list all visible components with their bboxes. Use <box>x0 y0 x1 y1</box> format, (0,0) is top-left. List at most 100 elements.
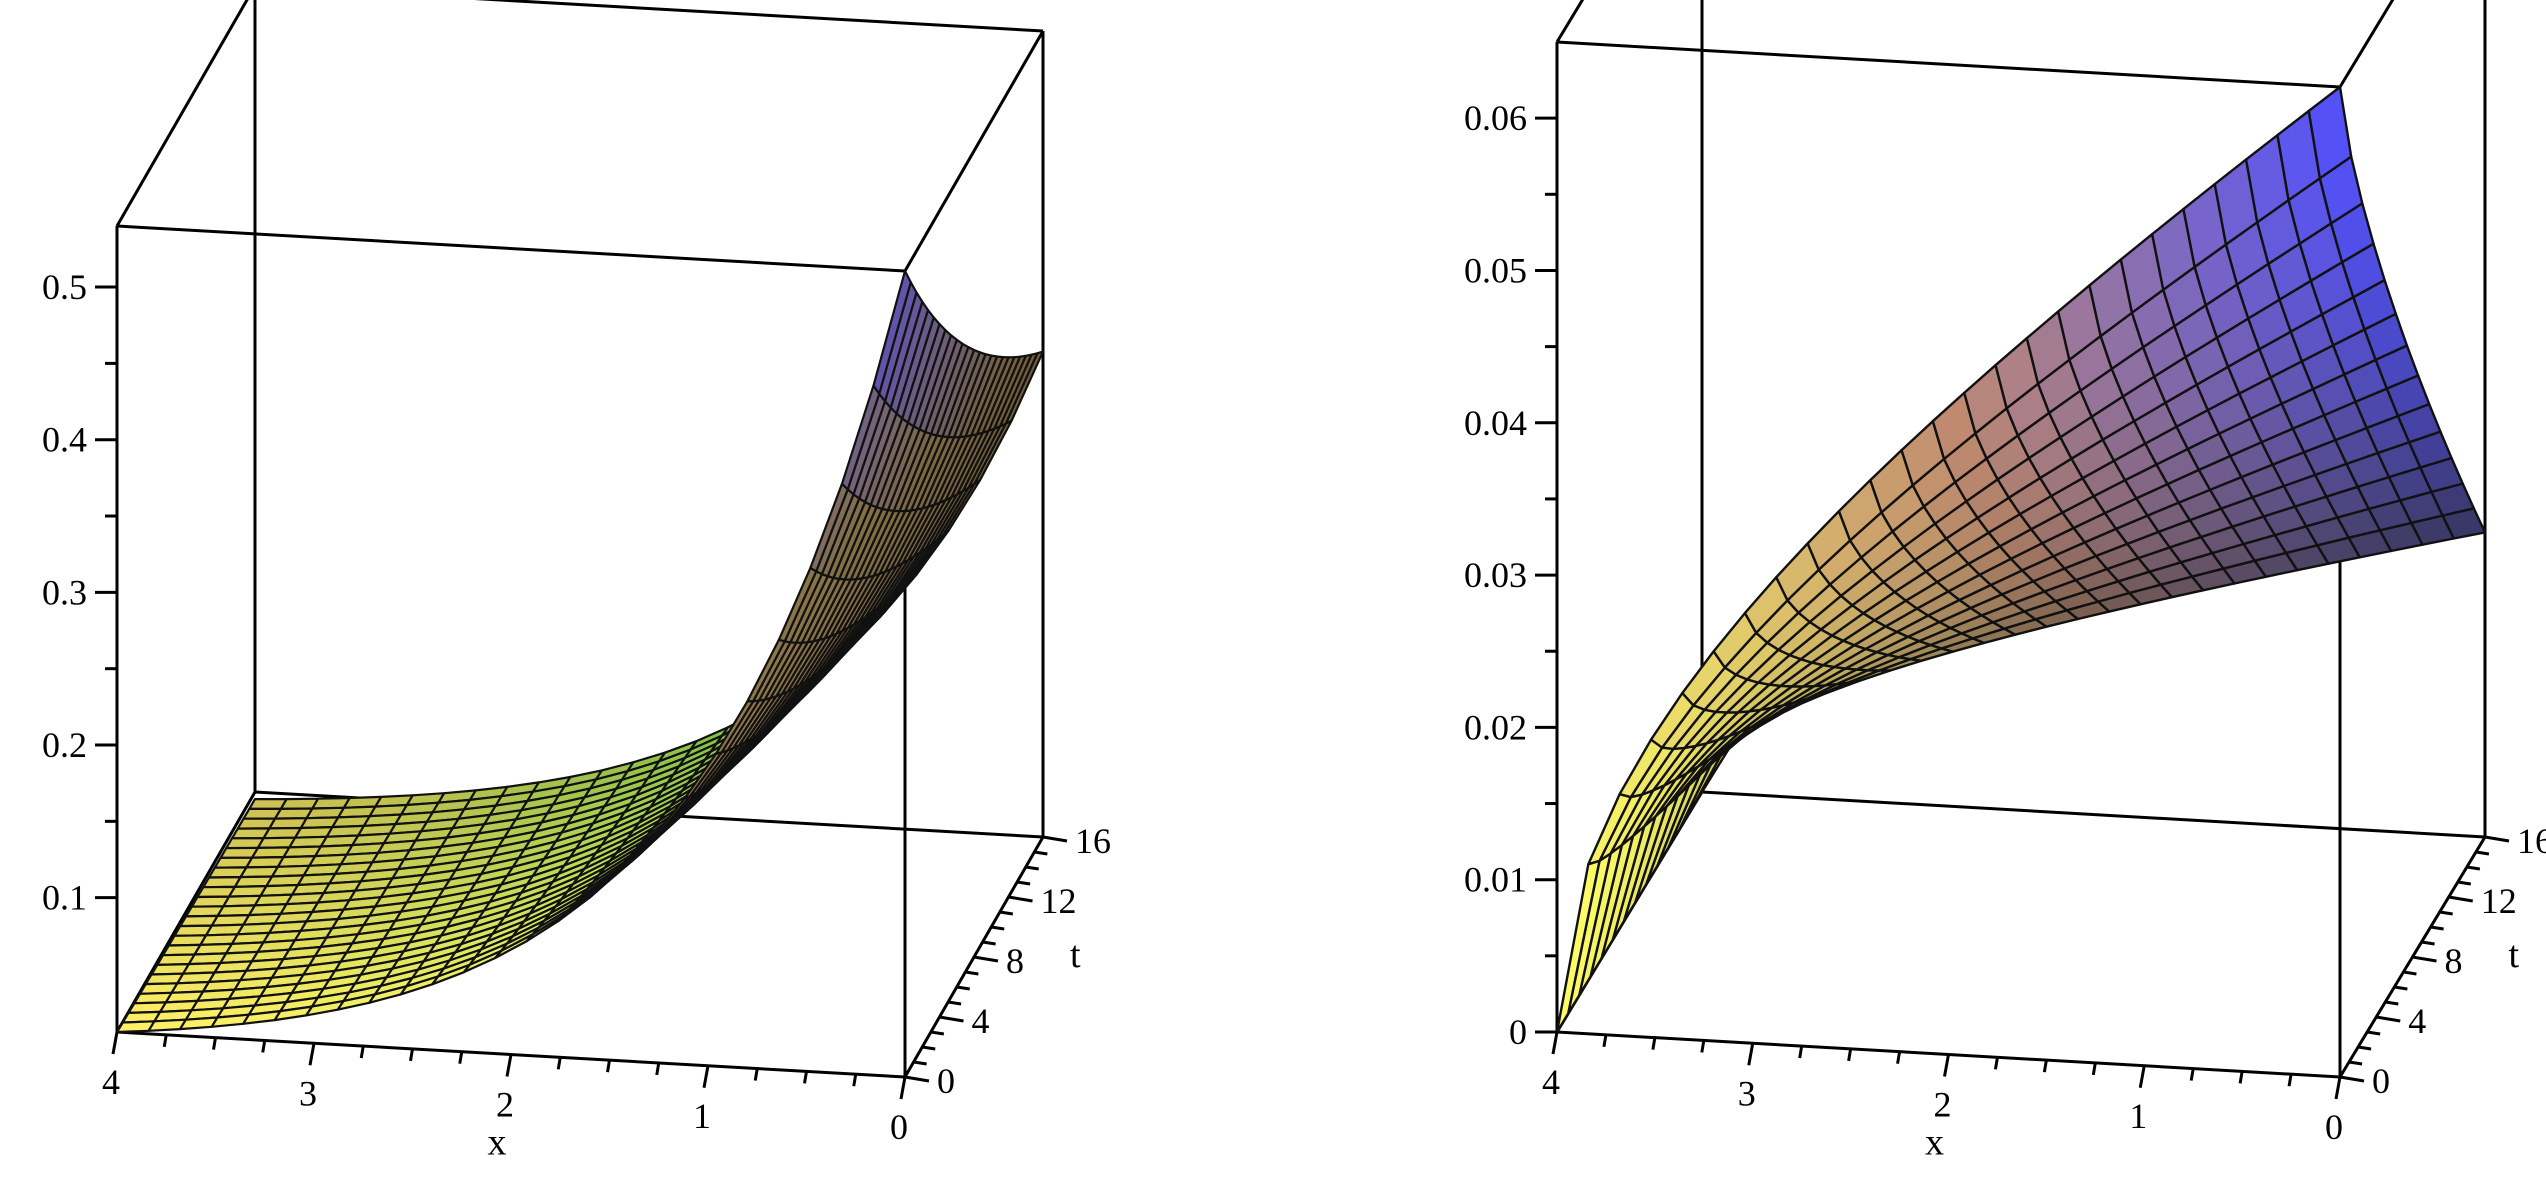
t-tick-label: 0 <box>937 1061 955 1101</box>
x-minor-tick <box>1602 1034 1608 1048</box>
t-minor-tick <box>930 1030 945 1036</box>
x-tick-label: 0 <box>2325 1107 2343 1147</box>
t-axis: 048 12 16 t <box>904 821 1111 1101</box>
x-tick-label: 2 <box>496 1085 514 1125</box>
x-tick <box>1943 1054 1950 1077</box>
t-minor-tick <box>2475 850 2490 856</box>
z-tick-label: 0.05 <box>1464 250 1527 290</box>
t-minor-tick <box>947 1000 962 1006</box>
x-minor-tick <box>162 1034 168 1048</box>
t-tick-label: 0 <box>2372 1061 2390 1101</box>
x-axis-label: x <box>1925 1122 1944 1164</box>
x-minor-tick <box>359 1045 365 1059</box>
x-axis-label: x <box>488 1122 507 1164</box>
surface-patch <box>190 895 231 908</box>
x-minor-tick <box>458 1051 464 1064</box>
x-tick <box>2334 1076 2342 1100</box>
surface-patch <box>248 797 288 811</box>
surface-patch <box>196 885 236 899</box>
t-minor-tick <box>956 985 970 991</box>
surface-patch <box>202 875 242 889</box>
x-tick <box>899 1076 907 1100</box>
x-minor-tick <box>261 1040 267 1053</box>
t-tick-label: 16 <box>2517 821 2546 861</box>
x-tick-label: 4 <box>1542 1062 1560 1102</box>
t-tick <box>2339 1075 2365 1083</box>
x-minor-tick <box>1700 1040 1706 1053</box>
t-minor-tick <box>922 1045 936 1051</box>
t-minor-tick <box>982 940 996 946</box>
x-minor-tick <box>606 1059 611 1073</box>
surface-patch <box>230 827 271 840</box>
t-tick-label: 8 <box>2445 941 2463 981</box>
z-tick-label: 0.02 <box>1464 707 1527 747</box>
t-tick-label: 12 <box>2481 881 2517 921</box>
t-axis-label: t <box>1070 934 1081 976</box>
t-minor-tick <box>991 925 1005 931</box>
x-tick <box>111 1031 119 1055</box>
t-tick <box>2484 835 2510 843</box>
t-tick <box>1042 835 1068 843</box>
x-tick-label: 0 <box>890 1107 908 1147</box>
surface-patch <box>207 866 248 879</box>
t-minor-tick <box>1016 880 1031 886</box>
x-tick <box>2138 1065 2146 1089</box>
x-minor-tick <box>655 1062 661 1076</box>
t-minor-tick <box>999 910 1014 916</box>
x-minor-tick <box>753 1068 759 1081</box>
t-minor-tick <box>965 970 979 976</box>
t-axis-label: t <box>2509 934 2520 976</box>
z-axis: 0 0.01 0.02 0.03 0.04 0.05 0.06 <box>1464 98 1557 1052</box>
t-minor-tick <box>2430 925 2444 931</box>
t-minor-tick <box>2348 1060 2363 1066</box>
t-minor-tick <box>2421 940 2435 946</box>
x-axis: 4 3 2 1 0 x <box>102 1031 908 1164</box>
surface <box>1555 85 2487 1034</box>
x-minor-tick <box>2287 1073 2293 1087</box>
surface-patch <box>213 856 254 869</box>
z-tick-label: 0.1 <box>42 878 87 918</box>
surface-patch <box>219 846 259 860</box>
t-minor-tick <box>1034 850 1048 856</box>
z-tick-label: 0.3 <box>42 572 87 612</box>
x-minor-tick <box>212 1037 217 1050</box>
t-minor-tick <box>2439 910 2453 916</box>
x-tick <box>1747 1042 1755 1066</box>
x-tick-label: 3 <box>299 1073 317 1113</box>
x-tick-label: 1 <box>2129 1096 2147 1136</box>
t-minor-tick <box>2385 1000 2399 1006</box>
x-minor-tick <box>852 1073 858 1087</box>
t-tick-label: 12 <box>1041 881 1077 921</box>
x-axis: 4 3 2 1 0 x <box>1542 1031 2343 1164</box>
t-tick-label: 8 <box>1006 941 1024 981</box>
x-minor-tick <box>2042 1059 2048 1073</box>
x-minor-tick <box>1993 1057 1999 1070</box>
t-tick-label: 4 <box>2408 1001 2426 1041</box>
z-tick-label: 0.03 <box>1464 555 1527 595</box>
x-minor-tick <box>2238 1071 2244 1084</box>
t-tick <box>1008 895 1033 903</box>
box-edge <box>2338 0 2395 88</box>
x-minor-tick <box>1651 1037 1657 1050</box>
x-minor-tick <box>1896 1051 1902 1064</box>
surface-patch <box>225 837 265 850</box>
x-tick <box>308 1042 316 1066</box>
box-edge <box>115 0 249 227</box>
surface-patch <box>1555 859 1601 1034</box>
z-tick-label: 0.01 <box>1464 860 1527 900</box>
z-tick-label: 0.5 <box>42 267 87 307</box>
t-tick <box>939 1015 964 1023</box>
x-tick-label: 2 <box>1934 1085 1952 1125</box>
box-edge <box>1701 790 2486 839</box>
t-tick <box>973 955 999 963</box>
x-tick <box>505 1054 513 1077</box>
t-minor-tick <box>2403 970 2417 976</box>
t-minor-tick <box>2457 880 2472 886</box>
surface-patch <box>242 807 282 820</box>
x-minor-tick <box>2189 1068 2195 1081</box>
box-edge <box>1555 0 1585 43</box>
z-tick-label: 0.4 <box>42 420 87 460</box>
x-tick <box>702 1065 710 1089</box>
